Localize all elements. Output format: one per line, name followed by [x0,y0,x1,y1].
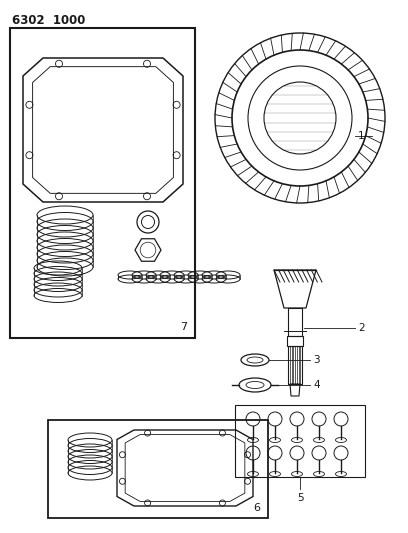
Text: 3: 3 [313,355,319,365]
Bar [235,405,365,477]
Text: 7: 7 [180,322,187,332]
Text: 6302  1000: 6302 1000 [12,14,85,27]
Bar [10,28,195,338]
Bar [48,420,268,518]
Text: 1: 1 [358,131,365,141]
Text: 5: 5 [297,493,303,503]
Text: 4: 4 [313,380,319,390]
Text: 2: 2 [358,323,365,333]
Text: 6: 6 [253,503,260,513]
